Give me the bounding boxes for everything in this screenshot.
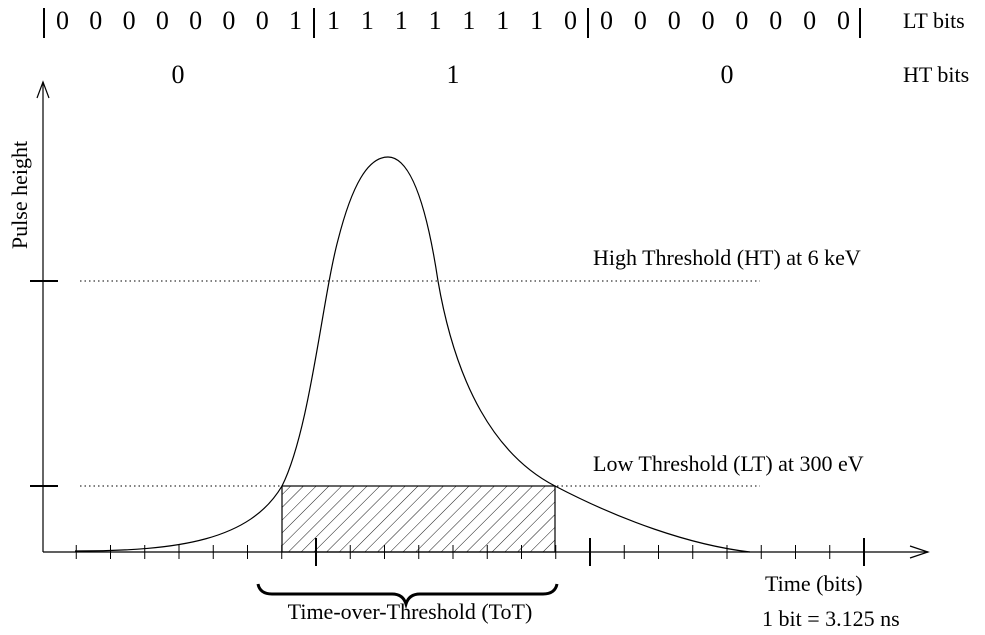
threshold-label: High Threshold (HT) at 6 keV bbox=[593, 245, 861, 270]
lt-bits-group: 1 1 1 1 1 1 1 0 bbox=[327, 6, 577, 35]
tot-brace bbox=[256, 583, 559, 610]
y-axis-label: Pulse height bbox=[7, 141, 32, 249]
lt-bit-row bbox=[43, 8, 861, 38]
x-axis-label: Time (bits) bbox=[765, 571, 863, 596]
ht-bit: 0 bbox=[721, 60, 734, 89]
lt-bits-label: LT bits bbox=[903, 8, 965, 33]
ht-bit: 0 bbox=[172, 60, 185, 89]
ht-bit: 1 bbox=[447, 60, 460, 89]
pulse-curve bbox=[74, 156, 751, 553]
tot-region bbox=[281, 485, 556, 553]
tot-label: Time-over-Threshold (ToT) bbox=[288, 599, 533, 624]
lt-bits-group: 0 0 0 0 0 0 0 1 bbox=[56, 6, 302, 35]
lt-bits-group: 0 0 0 0 0 0 0 0 bbox=[600, 6, 850, 35]
threshold-label: Low Threshold (LT) at 300 eV bbox=[593, 451, 864, 476]
ht-bits-label: HT bits bbox=[903, 62, 969, 87]
x-arrow bbox=[909, 545, 930, 559]
y-arrow bbox=[36, 80, 50, 99]
bit-note: 1 bit = 3.125 ns bbox=[762, 606, 900, 631]
